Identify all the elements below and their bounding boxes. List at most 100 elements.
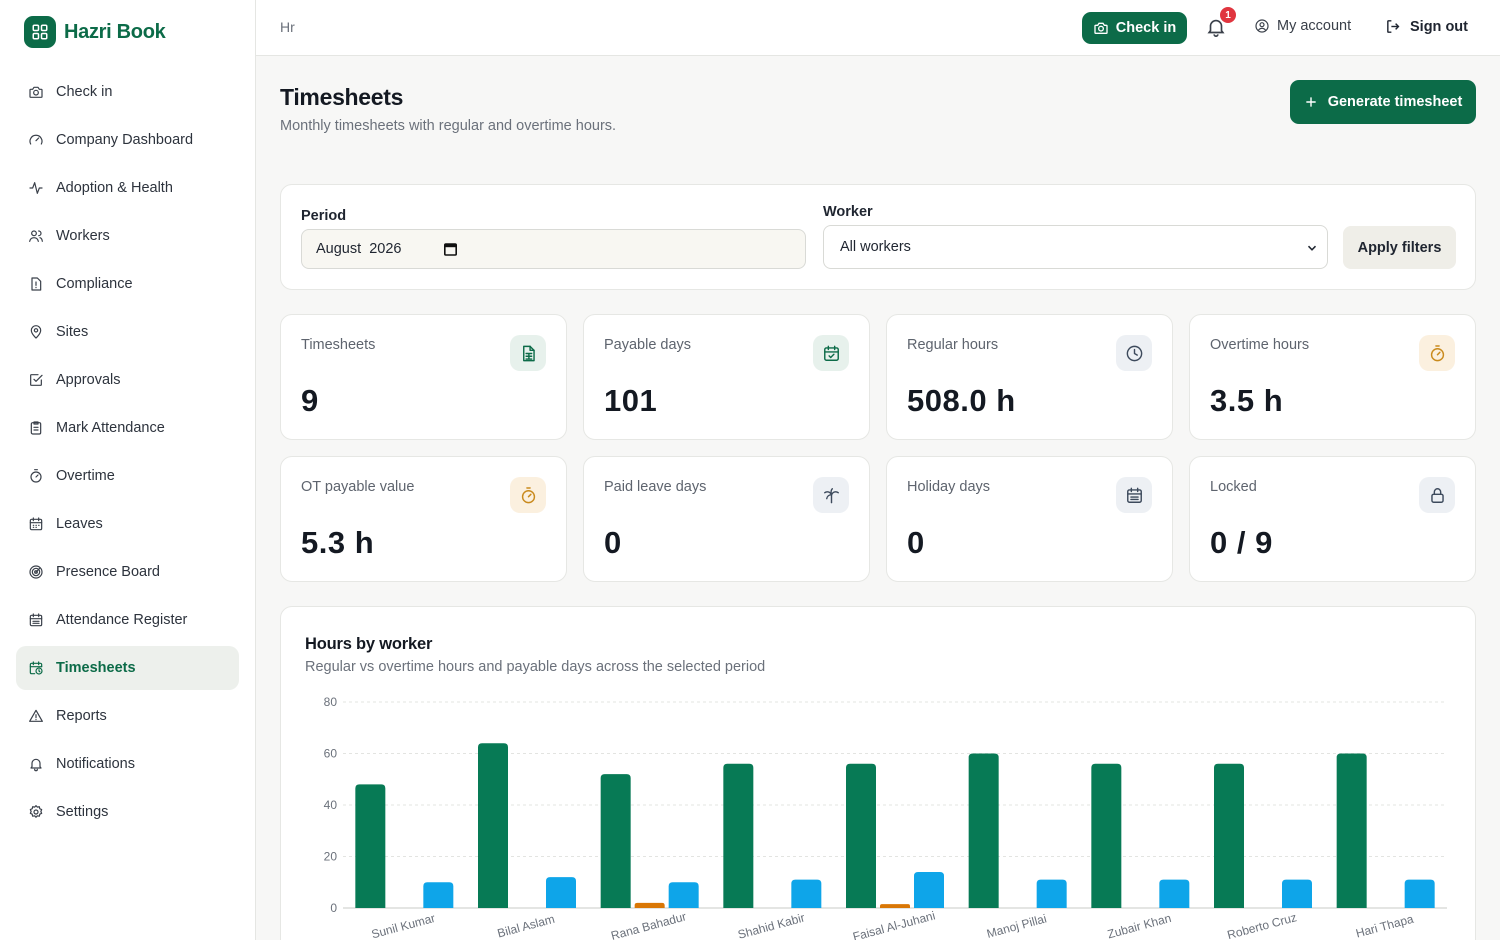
- regular-hours-bar: [1336, 753, 1367, 908]
- sidebar-item-attendance-register[interactable]: Attendance Register: [16, 598, 239, 642]
- sidebar-item-leaves[interactable]: Leaves: [16, 502, 239, 546]
- breadcrumb[interactable]: Hr: [280, 19, 295, 35]
- sidebar-item-label: Attendance Register: [56, 612, 188, 628]
- sidebar-item-reports[interactable]: Reports: [16, 694, 239, 738]
- bell-icon: [28, 756, 44, 772]
- page-subtitle: Monthly timesheets with regular and over…: [280, 118, 617, 134]
- sidebar-item-label: Approvals: [56, 372, 121, 388]
- sidebar-item-settings[interactable]: Settings: [16, 790, 239, 834]
- file-alert-icon: [28, 276, 44, 292]
- stat-value: 9: [301, 383, 319, 418]
- worker-value: All workers: [840, 239, 911, 255]
- brand[interactable]: Hazri Book: [24, 16, 166, 48]
- file-spreadsheet-icon: [510, 335, 546, 371]
- sidebar-item-check-in[interactable]: Check in: [16, 70, 239, 114]
- x-tick-label: Rana Bahadur: [609, 909, 687, 940]
- period-input[interactable]: August 2026: [301, 229, 806, 269]
- sidebar-item-label: Check in: [56, 84, 113, 100]
- sidebar-item-sites[interactable]: Sites: [16, 310, 239, 354]
- generate-timesheet-button[interactable]: Generate timesheet: [1290, 80, 1476, 124]
- calendar-clock-icon: [28, 660, 44, 676]
- camera-icon: [28, 84, 44, 100]
- x-tick-label: Roberto Cruz: [1226, 910, 1299, 940]
- stat-label: Overtime hours: [1210, 337, 1310, 353]
- period-label: Period: [301, 208, 347, 224]
- stat-value: 5.3 h: [301, 525, 375, 560]
- stat-label: Paid leave days: [604, 479, 707, 495]
- my-account-link[interactable]: My account: [1254, 18, 1351, 34]
- sidebar-item-adoption-health[interactable]: Adoption & Health: [16, 166, 239, 210]
- y-tick-label: 40: [324, 798, 338, 812]
- camera-icon: [1094, 22, 1108, 34]
- sidebar-item-label: Overtime: [56, 468, 115, 484]
- payable-days-bar: [1036, 879, 1067, 908]
- topbar: Hr Check in 1 My account Sign out: [256, 0, 1500, 56]
- calendar-list-icon: [28, 612, 44, 628]
- stat-label: Payable days: [604, 337, 692, 353]
- sidebar-item-label: Presence Board: [56, 564, 160, 580]
- stat-label: OT payable value: [301, 479, 415, 495]
- calendar-picker-icon[interactable]: [444, 242, 457, 256]
- regular-hours-bar: [1214, 763, 1244, 908]
- stat-card-holiday-days: Holiday days 0: [886, 456, 1173, 582]
- check-in-button[interactable]: Check in: [1082, 12, 1187, 44]
- stat-card-ot-payable-value: OT payable value 5.3 h: [280, 456, 567, 582]
- sidebar-item-compliance[interactable]: Compliance: [16, 262, 239, 306]
- sidebar-item-mark-attendance[interactable]: Mark Attendance: [16, 406, 239, 450]
- bell-icon[interactable]: [1205, 16, 1227, 38]
- x-tick-label: Shahid Kabir: [736, 910, 806, 940]
- y-tick-label: 20: [324, 850, 338, 864]
- worker-label: Worker: [823, 204, 873, 220]
- stat-value: 0: [604, 525, 622, 560]
- x-tick-label: Faisal Al-Juhani: [851, 908, 936, 940]
- sign-out-button[interactable]: Sign out: [1385, 18, 1468, 35]
- users-icon: [28, 228, 44, 244]
- apply-filters-button[interactable]: Apply filters: [1343, 226, 1456, 269]
- sidebar-item-approvals[interactable]: Approvals: [16, 358, 239, 402]
- y-tick-label: 60: [324, 747, 338, 761]
- brand-name: Hazri Book: [64, 20, 166, 43]
- alert-triangle-icon: [28, 708, 44, 724]
- y-tick-label: 0: [330, 901, 337, 915]
- stat-label: Locked: [1210, 479, 1257, 495]
- sidebar-item-presence-board[interactable]: Presence Board: [16, 550, 239, 594]
- plus-icon: [1306, 97, 1316, 107]
- sidebar-item-timesheets[interactable]: Timesheets: [16, 646, 239, 690]
- chevron-down-icon: [1307, 245, 1317, 251]
- map-pin-icon: [28, 324, 44, 340]
- calendar-check-icon: [813, 335, 849, 371]
- stat-card-timesheets: Timesheets 9: [280, 314, 567, 440]
- sidebar-item-label: Company Dashboard: [56, 132, 194, 148]
- chart-card: Hours by worker Regular vs overtime hour…: [280, 606, 1476, 940]
- sidebar-item-notifications[interactable]: Notifications: [16, 742, 239, 786]
- payable-days-bar: [423, 882, 454, 908]
- radar-icon: [28, 564, 44, 580]
- stat-card-locked: Locked 0 / 9: [1189, 456, 1476, 582]
- y-tick-label: 80: [324, 695, 338, 709]
- overtime-hours-bar: [880, 904, 910, 908]
- x-tick-label: Hari Thapa: [1354, 912, 1415, 940]
- stat-value: 3.5 h: [1210, 383, 1284, 418]
- my-account-label: My account: [1277, 18, 1352, 34]
- x-tick-label: Manoj Pillai: [985, 911, 1048, 940]
- stat-value: 0: [907, 525, 925, 560]
- x-tick-label: Bilal Aslam: [496, 912, 556, 940]
- brand-logo-icon: [24, 16, 56, 48]
- sidebar-item-company-dashboard[interactable]: Company Dashboard: [16, 118, 239, 162]
- check-square-icon: [28, 372, 44, 388]
- payable-days-bar: [1404, 879, 1435, 908]
- sidebar-item-workers[interactable]: Workers: [16, 214, 239, 258]
- chart-title: Hours by worker: [305, 635, 433, 653]
- check-in-label: Check in: [1115, 20, 1177, 36]
- calendar-icon: [28, 516, 44, 532]
- stat-label: Regular hours: [907, 337, 999, 353]
- payable-days-bar: [668, 882, 699, 908]
- regular-hours-bar: [968, 753, 999, 908]
- x-tick-label: Sunil Kumar: [370, 911, 437, 940]
- regular-hours-bar: [846, 763, 876, 908]
- timer-icon: [510, 477, 546, 513]
- clock-icon: [1116, 335, 1152, 371]
- sidebar-item-overtime[interactable]: Overtime: [16, 454, 239, 498]
- worker-select[interactable]: All workers: [823, 225, 1328, 269]
- regular-hours-bar: [600, 774, 631, 908]
